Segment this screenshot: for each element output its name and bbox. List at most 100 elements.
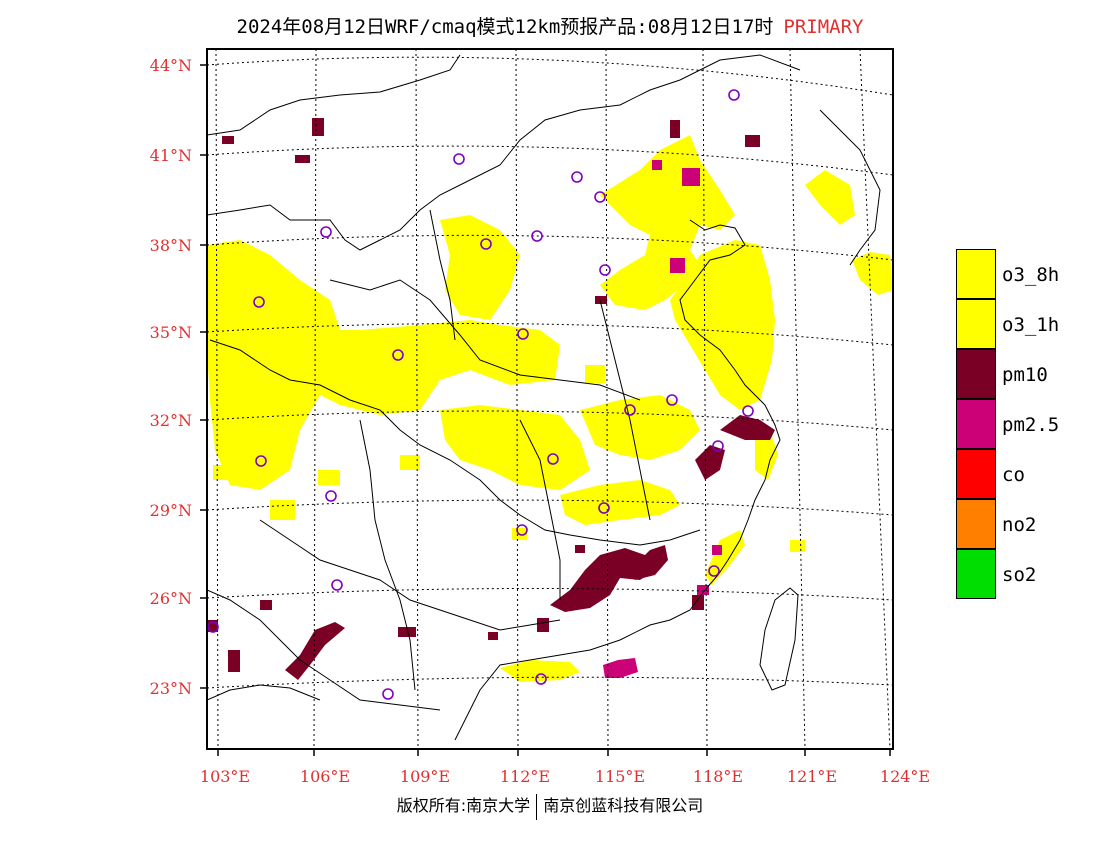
o3-region-guangdong <box>500 660 580 682</box>
legend-label: no2 <box>1002 514 1037 536</box>
map-frame <box>206 48 894 750</box>
station-marker <box>331 579 343 591</box>
station-marker <box>517 328 529 340</box>
lat-labels: 44°N 41°N 38°N 35°N 32°N 29°N 26°N 23°N <box>150 56 192 698</box>
boundary-8 <box>429 209 456 341</box>
graticule <box>207 49 893 749</box>
boundary-1 <box>207 54 801 251</box>
station-marker <box>253 296 265 308</box>
o3-region-korea <box>852 252 893 295</box>
pm10-region-south-2 <box>630 545 668 580</box>
o3-region-yangtze <box>580 395 700 460</box>
legend-label: co <box>1002 464 1025 486</box>
boundary-2 <box>329 279 641 401</box>
station-marker <box>516 524 528 536</box>
map-title: 2024年08月12日WRF/cmaq模式12km预报产品:08月12日17时 P… <box>0 12 1100 39</box>
lon-label: 112°E <box>500 767 550 786</box>
station-marker <box>708 565 720 577</box>
title-tag: PRIMARY <box>783 16 864 38</box>
station-marker <box>599 264 611 276</box>
taiwan <box>759 587 799 691</box>
footer-separator <box>536 793 538 820</box>
station-marker <box>712 440 724 452</box>
station-marker <box>480 238 492 250</box>
legend-label: pm10 <box>1002 364 1048 386</box>
lon-label: 118°E <box>693 767 743 786</box>
tick-marks <box>200 64 891 756</box>
boundary-3 <box>209 339 701 546</box>
station-markers <box>207 89 754 700</box>
legend-swatch-pm25 <box>956 399 996 449</box>
lon-label: 106°E <box>300 767 350 786</box>
legend-label: pm2.5 <box>1002 414 1060 436</box>
coastline <box>454 219 781 741</box>
lat-label: 41°N <box>150 146 192 165</box>
station-marker <box>598 502 610 514</box>
boundaries <box>207 54 881 741</box>
station-marker <box>255 455 267 467</box>
station-marker <box>571 171 583 183</box>
o3-region-central <box>440 405 590 490</box>
station-marker <box>531 230 543 242</box>
legend-swatch-pm10 <box>956 349 996 399</box>
pm10-region-south <box>550 548 655 612</box>
station-marker <box>547 453 559 465</box>
station-marker <box>382 688 394 700</box>
legend-swatch-so2 <box>956 549 996 599</box>
pm10-region-yunnan <box>285 622 345 680</box>
station-marker <box>535 673 547 685</box>
map-layers <box>207 49 893 749</box>
station-marker <box>742 405 754 417</box>
legend-label: so2 <box>1002 564 1037 586</box>
station-marker <box>453 153 465 165</box>
o3-region-zhejiang <box>755 430 778 480</box>
legend-swatch-o3-8h <box>956 249 996 299</box>
boundary-7 <box>599 299 651 521</box>
lat-label: 32°N <box>150 411 192 430</box>
station-marker <box>728 89 740 101</box>
lon-labels: 103°E 106°E 109°E 112°E 115°E 118°E 121°… <box>200 767 930 786</box>
legend-swatch-o3-1h <box>956 299 996 349</box>
boundary-9 <box>207 589 441 711</box>
footer-company: 南京创蓝科技有限公司 <box>543 796 704 815</box>
lon-label: 115°E <box>595 767 645 786</box>
boundary-5 <box>359 419 416 691</box>
legend-swatch-no2 <box>956 499 996 549</box>
northern-border <box>207 54 461 136</box>
korea-coast <box>819 109 881 266</box>
lat-label: 23°N <box>150 679 192 698</box>
station-marker <box>624 404 636 416</box>
o3-region-jiangxi <box>560 480 680 525</box>
o3-region-fujian <box>705 530 745 585</box>
o3-regions <box>207 135 893 682</box>
station-marker <box>320 226 332 238</box>
o3-region-east <box>670 240 775 410</box>
title-text: 2024年08月12日WRF/cmaq模式12km预报产品:08月12日17时 <box>236 16 774 38</box>
lat-label: 38°N <box>150 236 192 255</box>
lon-label: 121°E <box>787 767 837 786</box>
footer: 版权所有:南京大学 南京创蓝科技有限公司 <box>0 792 1100 820</box>
pm10-regions <box>208 118 775 680</box>
pm10-region-jiangxi <box>695 445 725 480</box>
pm10-region-delta <box>720 415 775 440</box>
o3-region-coast-ne <box>805 170 855 225</box>
legend-swatch-co <box>956 449 996 499</box>
station-marker <box>325 490 337 502</box>
lon-label: 124°E <box>880 767 930 786</box>
legend-label: o3_8h <box>1002 264 1060 286</box>
footer-copyright: 版权所有:南京大学 <box>396 796 531 815</box>
boundary-6 <box>519 419 561 600</box>
lat-label: 35°N <box>150 323 192 342</box>
o3-region-northchina <box>600 135 735 310</box>
station-marker <box>666 394 678 406</box>
o3-region-central-north <box>440 215 520 320</box>
station-marker <box>392 349 404 361</box>
lon-label: 103°E <box>200 767 250 786</box>
o3-region-west <box>207 240 560 490</box>
boundary-4 <box>259 519 561 631</box>
lat-label: 29°N <box>150 501 192 520</box>
station-marker <box>594 191 606 203</box>
boundary-10 <box>207 684 321 701</box>
legend-label: o3_1h <box>1002 314 1060 336</box>
